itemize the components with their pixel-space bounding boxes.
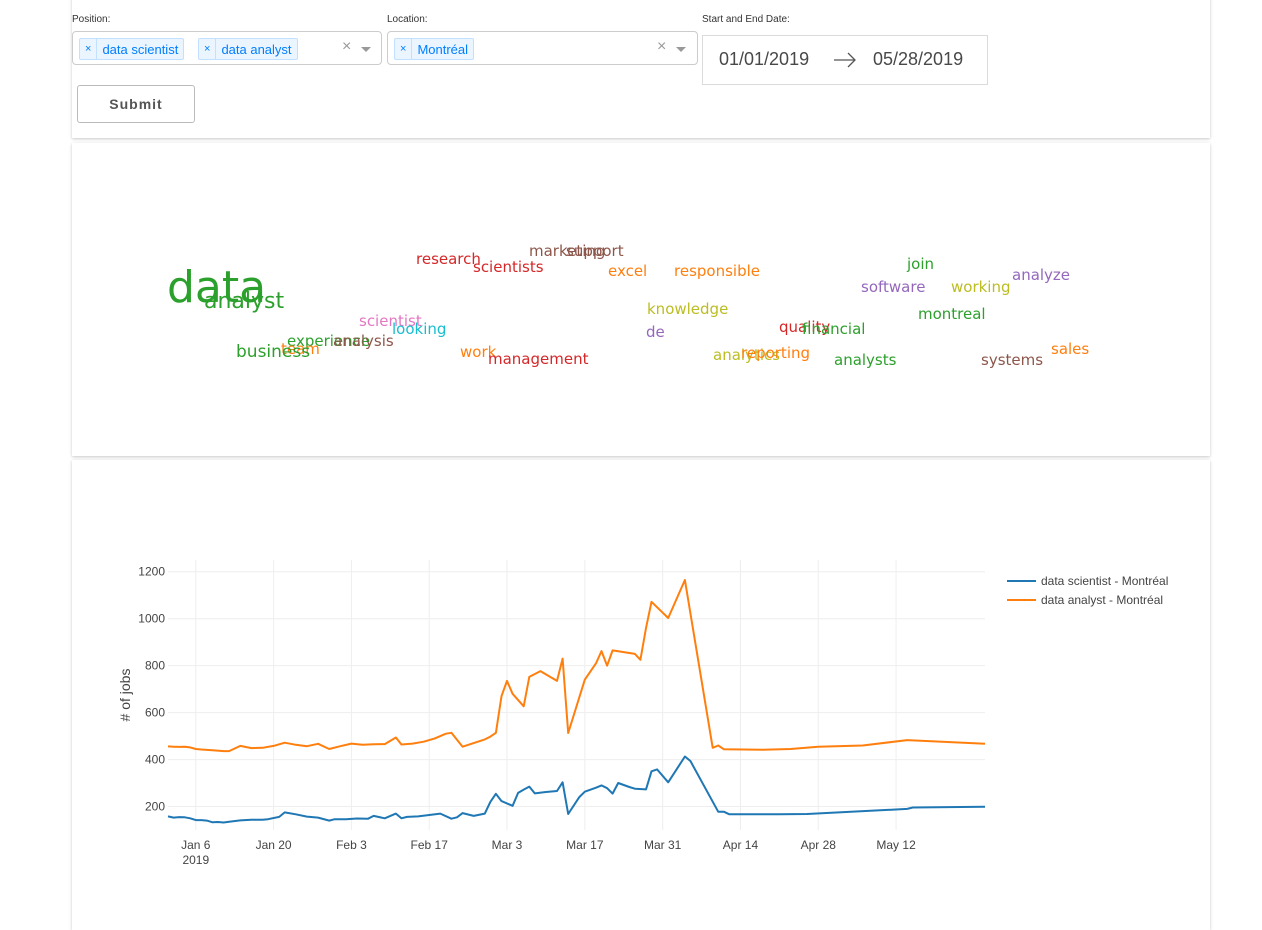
word-cloud-word: montreal	[918, 305, 986, 323]
word-cloud-word: analysts	[834, 351, 897, 369]
word-cloud-word: data	[167, 262, 267, 313]
word-cloud-word: excel	[608, 262, 648, 280]
location-select[interactable]: × Montréal ×	[387, 31, 698, 65]
word-cloud-word: looking	[392, 320, 447, 338]
submit-button[interactable]: Submit	[77, 85, 195, 123]
word-cloud-word: scientists	[473, 258, 544, 276]
clear-selection-icon[interactable]: ×	[342, 38, 352, 55]
series-line-0[interactable]	[167, 755, 986, 824]
word-cloud-word: marketing	[529, 242, 606, 260]
word-cloud-word: sales	[1051, 340, 1090, 358]
x-tick-label: Jan 6	[181, 838, 211, 852]
x-tick-label: May 12	[876, 838, 916, 852]
word-cloud-word: systems	[981, 351, 1044, 369]
y-tick-label: 1200	[138, 565, 165, 579]
position-chip-label: data analyst	[221, 41, 292, 57]
start-date-input[interactable]	[719, 49, 829, 70]
word-cloud-word: responsible	[674, 262, 760, 280]
x-tick-label: Mar 17	[566, 838, 604, 852]
word-cloud-word: business	[236, 342, 311, 362]
word-cloud-word: financial	[802, 320, 866, 338]
word-cloud-word: knowledge	[647, 300, 729, 318]
x-tick-sublabel: 2019	[182, 853, 209, 867]
chart-panel	[72, 460, 1210, 930]
word-cloud-word: analysis	[333, 332, 394, 350]
word-cloud-word: analyst	[204, 289, 285, 314]
date-range-label: Start and End Date:	[702, 14, 790, 25]
x-tick-label: Jan 20	[256, 838, 292, 852]
end-date-input[interactable]	[873, 49, 983, 70]
word-cloud-word: software	[861, 278, 926, 296]
series-line-1[interactable]	[167, 579, 986, 753]
word-cloud-word: team	[281, 340, 320, 358]
legend-entry[interactable]: data analyst - Montréal	[1041, 593, 1163, 607]
word-cloud-word: analyze	[1012, 266, 1071, 284]
word-cloud-word: management	[488, 350, 589, 368]
remove-chip-icon[interactable]: ×	[199, 39, 217, 59]
word-cloud-word: quality	[779, 318, 831, 336]
position-chip-label: data scientist	[102, 41, 179, 57]
y-tick-label: 800	[145, 659, 165, 673]
location-chip-label: Montréal	[417, 41, 469, 57]
x-tick-label: Mar 3	[492, 838, 523, 852]
chevron-down-icon[interactable]	[676, 47, 686, 52]
word-cloud-word: scientist	[359, 312, 422, 330]
y-axis-label: # of jobs	[117, 669, 133, 722]
y-tick-label: 200	[145, 800, 165, 814]
x-tick-label: Feb 3	[336, 838, 367, 852]
word-cloud-word: de	[646, 323, 665, 341]
chevron-down-icon[interactable]	[361, 47, 371, 52]
arrow-right-icon	[834, 52, 856, 68]
y-tick-label: 400	[145, 753, 165, 767]
word-cloud-word: experience	[287, 332, 371, 350]
x-tick-label: Apr 14	[723, 838, 759, 852]
word-cloud-word: support	[566, 242, 624, 260]
remove-chip-icon[interactable]: ×	[395, 39, 413, 59]
word-cloud-word: reporting	[741, 344, 811, 362]
legend-entry[interactable]: data scientist - Montréal	[1041, 574, 1168, 588]
position-label: Position:	[72, 14, 111, 25]
word-cloud-word: join	[907, 255, 935, 273]
filter-panel: Position: × data scientist × data analys…	[72, 0, 1210, 138]
location-label: Location:	[387, 14, 428, 25]
word-cloud-panel	[72, 143, 1210, 456]
word-cloud-word: working	[951, 278, 1011, 296]
remove-chip-icon[interactable]: ×	[80, 39, 98, 59]
x-tick-label: Feb 17	[411, 838, 449, 852]
location-chip: × Montréal	[394, 38, 475, 60]
x-tick-label: Apr 28	[801, 838, 837, 852]
position-select[interactable]: × data scientist × data analyst ×	[72, 31, 382, 65]
position-chip: × data scientist	[79, 38, 185, 60]
position-chip: × data analyst	[198, 38, 298, 60]
word-cloud-word: analytics	[713, 346, 781, 364]
date-range-picker	[702, 35, 988, 85]
word-cloud-word: work	[460, 343, 497, 361]
y-tick-label: 600	[145, 706, 165, 720]
word-cloud-word: research	[416, 250, 481, 268]
x-tick-label: Mar 31	[644, 838, 682, 852]
clear-selection-icon[interactable]: ×	[657, 38, 667, 55]
y-tick-label: 1000	[138, 612, 165, 626]
